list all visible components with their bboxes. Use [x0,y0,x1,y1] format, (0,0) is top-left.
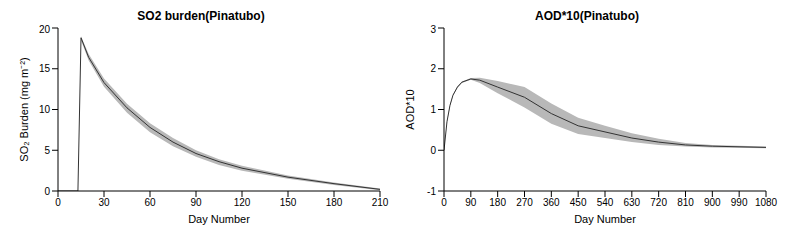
svg-text:1080: 1080 [755,197,778,208]
svg-text:Day Number: Day Number [574,213,636,225]
svg-text:990: 990 [731,197,748,208]
html-text:SO2 burden(Pinatubo): SO2 burden(Pinatubo) [137,9,265,23]
svg-text:AOD*10: AOD*10 [404,89,416,129]
svg-text:5: 5 [44,145,50,156]
svg-text:720: 720 [650,197,667,208]
svg-text:90: 90 [190,197,202,208]
svg-text:180: 180 [326,197,343,208]
svg-text:120: 120 [234,197,251,208]
svg-text:210: 210 [372,197,389,208]
svg-text:20: 20 [39,24,51,35]
svg-text:15: 15 [39,63,51,74]
svg-text:360: 360 [543,197,560,208]
svg-text:0: 0 [441,197,447,208]
svg-text:90: 90 [465,197,477,208]
svg-text:2: 2 [430,63,436,74]
html-text:AOD*10(Pinatubo): AOD*10(Pinatubo) [535,9,639,23]
svg-text:630: 630 [623,197,640,208]
svg-text:0: 0 [55,197,61,208]
svg-text:60: 60 [144,197,156,208]
svg-text:30: 30 [98,197,110,208]
svg-text:450: 450 [570,197,587,208]
svg-text:180: 180 [489,197,506,208]
svg-text:3: 3 [430,24,436,35]
svg-text:0: 0 [44,186,50,197]
svg-text:150: 150 [280,197,297,208]
svg-text:SO₂ Burden (mg m⁻²): SO₂ Burden (mg m⁻²) [18,57,30,161]
svg-text:0: 0 [430,145,436,156]
svg-text:270: 270 [516,197,533,208]
svg-text:10: 10 [39,104,51,115]
svg-text:1: 1 [430,104,436,115]
svg-text:810: 810 [677,197,694,208]
svg-text:Day Number: Day Number [188,213,250,225]
svg-text:540: 540 [597,197,614,208]
svg-text:900: 900 [704,197,721,208]
svg-text:-1: -1 [427,186,436,197]
